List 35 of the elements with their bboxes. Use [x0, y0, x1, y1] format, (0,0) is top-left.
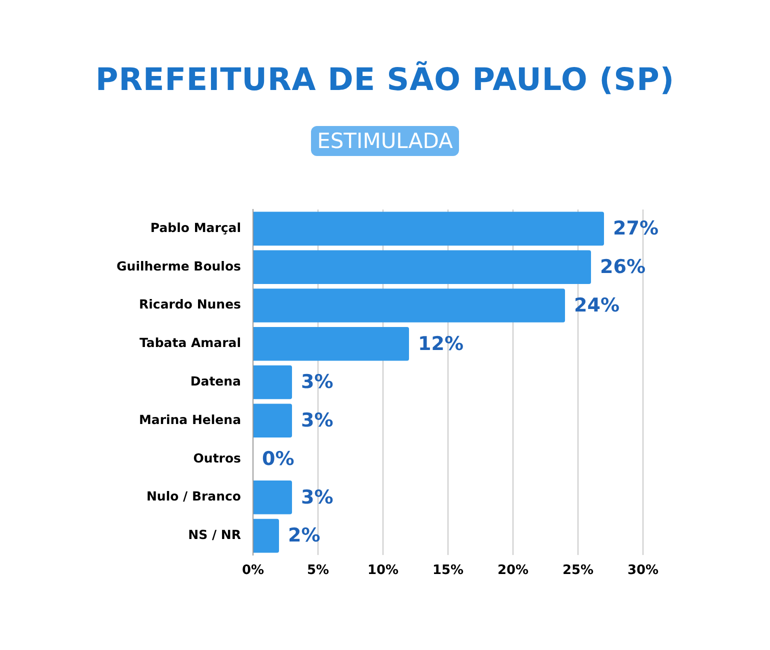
y-tick-label: Marina Helena — [138, 412, 241, 427]
y-tick-label: Datena — [190, 374, 241, 388]
bar — [254, 326, 409, 361]
data-label: 27% — [613, 218, 658, 240]
data-label: 26% — [600, 256, 646, 278]
bar — [254, 404, 292, 438]
x-tick-label: 15% — [432, 563, 464, 578]
data-label: 0% — [262, 448, 294, 470]
y-tick-label: Tabata Amaral — [139, 335, 241, 350]
data-label: 12% — [418, 332, 464, 355]
bar — [254, 518, 279, 553]
x-tick-label: 10% — [367, 563, 399, 578]
y-tick-label: Pablo Marçal — [150, 220, 241, 235]
y-tick-label: Outros — [193, 450, 241, 466]
x-tick-label: 5% — [306, 563, 330, 578]
x-tick-label: 20% — [497, 563, 529, 578]
bar — [254, 250, 591, 284]
bar — [254, 480, 292, 514]
chart-title: PREFEITURA DE SÃO PAULO (SP) — [94, 62, 676, 98]
data-label: 2% — [288, 524, 320, 547]
y-tick-label: NS / NR — [188, 527, 242, 542]
y-tick-label: Guilherme Boulos — [116, 258, 241, 274]
data-label: 24% — [574, 294, 620, 316]
x-tick-label: 0% — [242, 563, 264, 578]
data-label: 3% — [301, 486, 334, 508]
x-tick-label: 30% — [627, 563, 659, 578]
y-tick-label: Ricardo Nunes — [139, 296, 241, 312]
bar — [254, 288, 565, 322]
y-tick-label: Nulo / Branco — [146, 488, 242, 504]
chart-subtitle: ESTIMULADA — [311, 126, 459, 156]
bar — [254, 212, 604, 246]
bar — [254, 365, 292, 400]
x-tick-label: 25% — [562, 563, 594, 578]
data-label: 3% — [301, 410, 334, 432]
data-label: 3% — [301, 371, 334, 394]
